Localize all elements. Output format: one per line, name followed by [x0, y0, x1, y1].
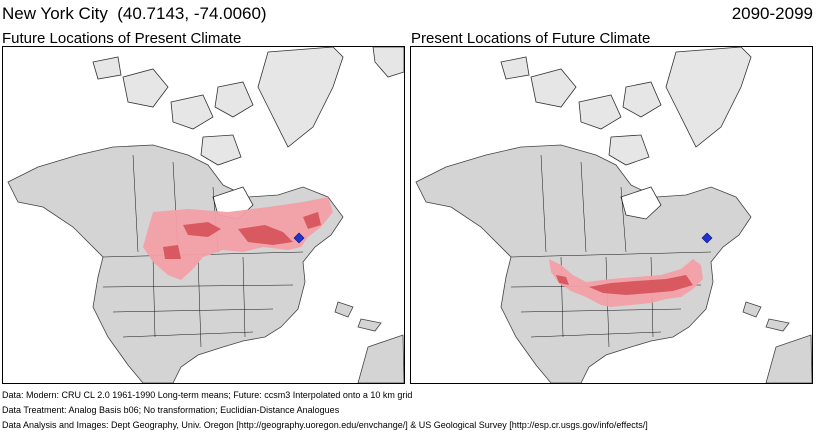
map-title-location: New York City (40.7143, -74.0060)	[2, 4, 267, 23]
target-location-marker	[701, 232, 713, 244]
footer-data-source: Data: Modern: CRU CL 2.0 1961-1990 Long-…	[2, 390, 413, 400]
arctic-islands	[500, 47, 752, 166]
footer-data-treatment: Data Treatment: Analog Basis b06; No tra…	[2, 405, 340, 415]
footer-data-analysis: Data Analysis and Images: Dept Geography…	[2, 420, 648, 430]
panel-title-present-locations: Present Locations of Future Climate	[411, 30, 651, 47]
analog-climate-region	[143, 197, 333, 280]
panel-title-future-locations: Future Locations of Present Climate	[2, 30, 242, 47]
north-america-map-right	[415, 47, 812, 383]
map-title-period: 2090-2099	[731, 4, 813, 23]
target-location-marker	[293, 232, 305, 244]
arctic-islands	[92, 47, 404, 166]
land-masses	[415, 144, 812, 383]
north-america-map-left	[7, 47, 404, 383]
map-panel-present-locations	[410, 46, 813, 384]
analog-climate-region	[549, 259, 703, 307]
hudson-bay-water	[620, 186, 662, 220]
map-panel-future-locations	[2, 46, 405, 384]
land-masses	[7, 144, 404, 383]
